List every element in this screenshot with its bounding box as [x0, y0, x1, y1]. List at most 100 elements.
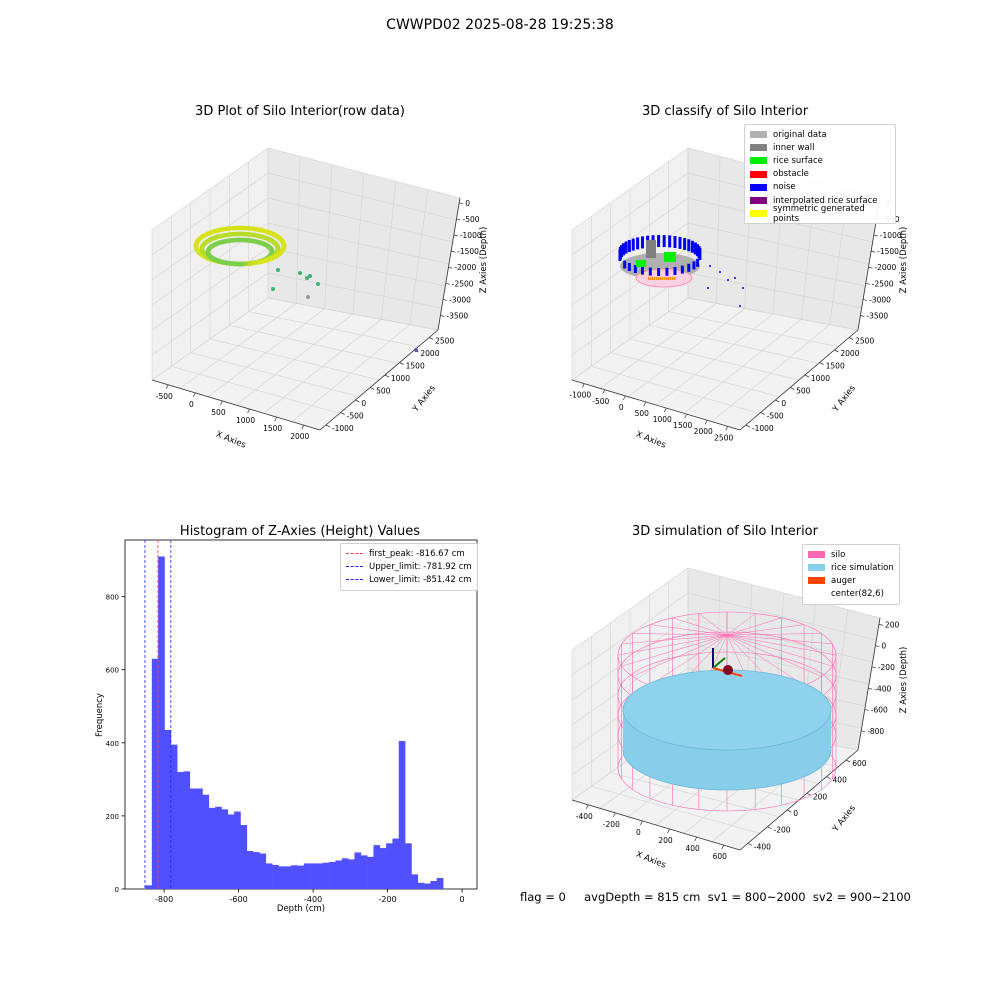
outlier-point [414, 348, 418, 352]
noise-point [620, 245, 624, 258]
y-tick-label: 2500 [855, 337, 874, 346]
x-tick [694, 836, 697, 842]
silo-roof-wire [649, 634, 728, 686]
histogram-bar [417, 882, 425, 889]
x-tick-label: 400 [685, 844, 700, 853]
x-tick-label: 500 [211, 408, 226, 417]
legend-entry: Upper_limit: -781.92 cm [346, 560, 472, 573]
interp-point [650, 277, 652, 280]
noise-point [631, 238, 635, 251]
histogram-bar [360, 855, 368, 889]
figure-title: CWWPD02 2025-08-28 19:25:38 [386, 17, 614, 33]
noise-point [696, 244, 700, 257]
z-tick-label: 0 [465, 199, 470, 208]
legend-label: rice simulation [831, 562, 894, 573]
legend-label: noise [773, 182, 796, 193]
silo-roof-wire [726, 624, 805, 636]
y-axis-line [739, 329, 859, 431]
y-tick-label: 1000 [391, 374, 410, 383]
interp-point [648, 277, 650, 280]
interp-point [660, 277, 662, 280]
histogram-bar [322, 862, 330, 889]
histogram-legend: first_peak: -816.67 cm Upper_limit: -781.… [340, 543, 478, 591]
y-tick-label: -400 [754, 842, 771, 851]
silo-roof-wire [649, 624, 728, 636]
y-tick-label: 0 [361, 399, 366, 408]
x-tick-label: -1000 [569, 391, 591, 400]
legend-swatch [750, 210, 767, 218]
z-tick-label: -200 [878, 663, 895, 672]
auger-center [723, 665, 733, 675]
x-tick [193, 392, 196, 398]
y-tick [806, 793, 812, 796]
panel4-legend: silo rice simulation auger center(82,6) [802, 544, 900, 605]
legend-entry: original data [750, 128, 890, 141]
histogram-bar [411, 874, 419, 889]
raw-point [269, 248, 275, 254]
panel1-3d-plot[interactable]: -5000500100015002000-1000-50005001000150… [140, 130, 500, 460]
histogram-bar [424, 883, 431, 889]
x-tick [721, 845, 725, 850]
noise-point [627, 262, 631, 271]
silo-roof-wire [621, 634, 728, 667]
legend-label: rice surface [773, 155, 823, 166]
silo-roof-wire [726, 634, 805, 686]
noise-point [673, 266, 677, 275]
histogram-bar [335, 860, 343, 889]
rice-simulation-top [622, 669, 832, 751]
z-tick [445, 282, 450, 285]
x-tick [663, 407, 667, 413]
noise-point [673, 236, 677, 249]
z-tick-label: -500 [463, 215, 480, 224]
panel4-3d-plot[interactable]: -400-2000200400600-400-20002004006002000… [560, 550, 920, 880]
x-tick [301, 425, 305, 430]
histogram-bar [196, 788, 203, 889]
interp-point [654, 277, 656, 280]
noise-point [657, 235, 661, 248]
noise-point [621, 243, 625, 256]
histogram-bar [158, 556, 165, 889]
depth-histogram[interactable]: -800 -600 -400 -200 0 0 200 400 600 800 Depth (c… [80, 535, 490, 920]
grid-line [267, 172, 457, 221]
rice-surface-block [636, 260, 646, 267]
z-tick-label: -3000 [869, 295, 891, 304]
noise-point [734, 277, 736, 279]
y-tick-label: 500 [796, 387, 811, 396]
x-tick-label: -200 [379, 895, 397, 904]
z-tick-label: 0 [881, 642, 886, 651]
z-tick [871, 666, 876, 669]
silo-roof-wire [621, 634, 728, 645]
z-tick-label: -3500 [866, 312, 888, 321]
legend-swatch [808, 564, 825, 572]
noise-point [640, 266, 644, 275]
x-axis-line [571, 799, 741, 851]
z-tick-label: -1500 [457, 247, 479, 256]
y-tick-label: 1500 [406, 362, 425, 371]
legend-swatch [750, 170, 767, 178]
x-tick [220, 400, 223, 406]
y-tick [384, 374, 390, 378]
silo-roof-wire [726, 634, 822, 677]
x-tick [274, 416, 277, 422]
y-tick [760, 412, 765, 415]
histogram-bar [265, 863, 273, 889]
x-tick [640, 820, 643, 826]
z-tick-label: -400 [874, 684, 891, 693]
raw-point [275, 245, 281, 251]
grid-line [267, 297, 439, 331]
silo-roof-wire [632, 634, 728, 677]
z-tick-label: -3000 [449, 295, 471, 304]
y-tick-label: 500 [376, 387, 391, 396]
histogram-bar [240, 825, 248, 889]
y-tick-label: -200 [774, 826, 791, 835]
x-axis-label: X Axies [634, 430, 667, 451]
histogram-bar [341, 858, 349, 889]
y-tick-label: 2000 [420, 349, 439, 358]
legend-entry: auger [808, 574, 894, 587]
x-tick [725, 426, 729, 431]
z-tick [860, 315, 865, 317]
legend-entry: center(82,6) [808, 588, 894, 601]
histogram-bar [259, 853, 267, 889]
histogram-bar [373, 845, 381, 889]
histogram-bar [392, 838, 400, 889]
